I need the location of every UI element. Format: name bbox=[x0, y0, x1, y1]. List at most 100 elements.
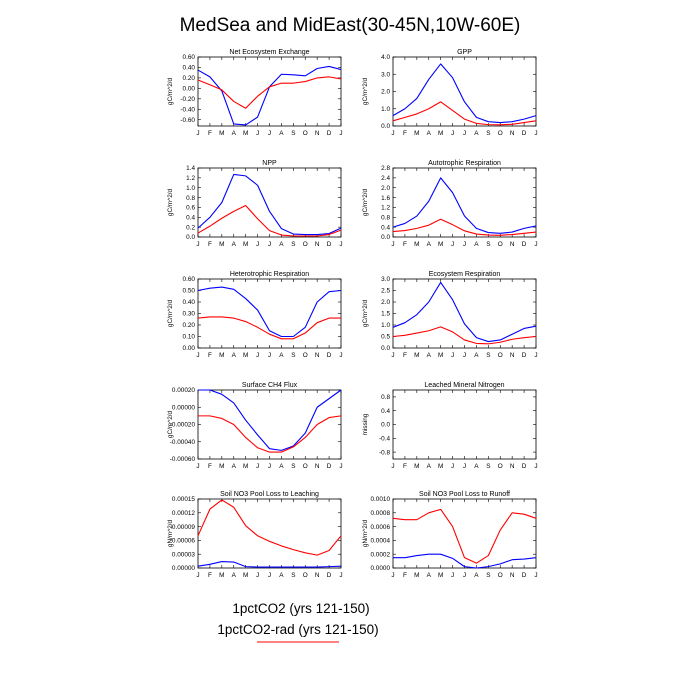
x-tick-label: F bbox=[208, 572, 212, 579]
x-tick-label: S bbox=[291, 130, 295, 137]
series-line-1pctco2 bbox=[197, 65, 342, 126]
x-tick-label: O bbox=[498, 130, 503, 137]
y-tick-label: 0.30 bbox=[183, 311, 196, 318]
x-tick-label: S bbox=[291, 241, 295, 248]
y-tick-label: 0.2 bbox=[186, 224, 195, 231]
chart-title: Soil NO3 Pool Loss to Runoff bbox=[419, 491, 510, 498]
x-tick-label: O bbox=[303, 241, 308, 248]
y-tick-label: 0.0002 bbox=[370, 551, 390, 558]
x-tick-label: J bbox=[268, 241, 271, 248]
x-tick-label: J bbox=[463, 463, 466, 470]
chart-heterotrophic-respiration: Heterotrophic Respiration 0.60 0.50 0.40 0.3… bbox=[167, 271, 343, 359]
x-tick-label: J bbox=[339, 241, 342, 248]
x-tick-label: N bbox=[510, 130, 515, 137]
y-tick-label: -0.00040 bbox=[170, 439, 196, 446]
chart-title: Surface CH4 Flux bbox=[242, 382, 298, 389]
x-tick-label: S bbox=[291, 463, 295, 470]
y-tick-label: -0.4 bbox=[379, 436, 390, 443]
chart-soil-no3-pool-loss-to-runoff: Soil NO3 Pool Loss to Runoff 0.0010 0.0008… bbox=[362, 491, 538, 579]
y-axis-label: gC/m^2/d bbox=[167, 410, 174, 438]
x-tick-label: M bbox=[243, 352, 248, 359]
x-tick-label: A bbox=[474, 352, 479, 359]
x-tick-label: J bbox=[391, 130, 394, 137]
series-line-1pctco2-rad bbox=[392, 508, 537, 564]
x-tick-label: M bbox=[414, 130, 419, 137]
x-tick-label: J bbox=[256, 241, 259, 248]
legend-label-1pctco2: 1pctCO2 (yrs 121-150) bbox=[232, 601, 369, 616]
y-tick-label: 0.0 bbox=[381, 123, 390, 130]
series-line-1pctco2 bbox=[197, 561, 342, 568]
x-tick-label: J bbox=[339, 463, 342, 470]
x-tick-label: O bbox=[303, 572, 308, 579]
y-tick-label: 0.8 bbox=[186, 195, 195, 202]
x-tick-label: J bbox=[196, 241, 199, 248]
y-tick-label: -0.00060 bbox=[170, 456, 196, 463]
x-tick-label: A bbox=[279, 463, 284, 470]
x-tick-label: O bbox=[498, 572, 503, 579]
x-tick-label: F bbox=[403, 463, 407, 470]
x-tick-label: J bbox=[451, 572, 454, 579]
y-tick-label: -0.00020 bbox=[170, 422, 196, 429]
x-tick-label: M bbox=[219, 572, 224, 579]
x-tick-label: D bbox=[327, 130, 332, 137]
y-tick-label: -0.60 bbox=[180, 117, 195, 124]
y-tick-label: 0.0006 bbox=[370, 524, 390, 531]
x-tick-label: M bbox=[438, 463, 443, 470]
x-tick-label: M bbox=[414, 241, 419, 248]
x-tick-label: M bbox=[243, 572, 248, 579]
plot-frame bbox=[197, 278, 342, 349]
y-tick-label: 0.0004 bbox=[370, 538, 390, 545]
x-tick-label: M bbox=[219, 241, 224, 248]
chart-net-ecosystem-exchange: Net Ecosystem Exchange 0.60 0.40 0.20 0.00 -0… bbox=[167, 49, 343, 137]
x-tick-label: F bbox=[208, 241, 212, 248]
y-tick-label: 1.0 bbox=[186, 185, 195, 192]
x-tick-label: J bbox=[339, 130, 342, 137]
x-tick-label: M bbox=[438, 130, 443, 137]
legend-label-1pctco2-rad: 1pctCO2-rad (yrs 121-150) bbox=[217, 622, 378, 637]
y-tick-label: 0.0008 bbox=[370, 510, 390, 517]
x-tick-label: N bbox=[315, 463, 320, 470]
panels: Net Ecosystem Exchange 0.60 0.40 0.20 0.00 -0… bbox=[167, 49, 538, 579]
x-tick-label: N bbox=[510, 572, 515, 579]
y-tick-label: 1.4 bbox=[186, 165, 195, 172]
x-tick-label: S bbox=[486, 241, 490, 248]
chart-autotrophic-respiration: Autotrophic Respiration 2.8 2.4 2.0 1.6 1.2 0.… bbox=[362, 160, 538, 248]
x-tick-label: N bbox=[510, 352, 515, 359]
y-tick-label: 2.0 bbox=[381, 185, 390, 192]
x-tick-label: D bbox=[327, 352, 332, 359]
chart-leached-mineral-nitrogen: Leached Mineral Nitrogen 0.8 0.4 0.0 -0.4 -0.… bbox=[362, 382, 538, 470]
x-tick-label: J bbox=[268, 352, 271, 359]
y-axis-label: missing bbox=[362, 413, 369, 435]
y-tick-label: 0.4 bbox=[381, 408, 390, 415]
x-tick-label: F bbox=[208, 352, 212, 359]
y-tick-label: 1.6 bbox=[381, 195, 390, 202]
x-tick-label: A bbox=[474, 463, 479, 470]
y-tick-label: 2.8 bbox=[381, 165, 390, 172]
chart-ecosystem-respiration: Ecosystem Respiration 3.0 2.5 2.0 1.5 1.0 0.5 0… bbox=[362, 271, 538, 359]
x-tick-label: J bbox=[463, 352, 466, 359]
x-tick-label: A bbox=[427, 130, 432, 137]
y-tick-label: -0.8 bbox=[379, 449, 390, 456]
y-tick-label: 2.5 bbox=[381, 288, 390, 295]
y-tick-label: 0.40 bbox=[183, 65, 196, 72]
y-tick-label: 3.0 bbox=[381, 71, 390, 78]
y-tick-label: 4.0 bbox=[381, 54, 390, 61]
x-tick-label: J bbox=[451, 463, 454, 470]
series-line-1pctco2 bbox=[392, 177, 537, 234]
x-tick-label: D bbox=[327, 463, 332, 470]
x-tick-label: J bbox=[391, 352, 394, 359]
x-tick-label: J bbox=[451, 352, 454, 359]
series-line-1pctco2-rad bbox=[392, 218, 537, 236]
plot-frame bbox=[392, 278, 537, 349]
x-tick-label: N bbox=[510, 241, 515, 248]
y-tick-label: 0.0 bbox=[381, 234, 390, 241]
x-tick-label: J bbox=[391, 463, 394, 470]
x-tick-label: N bbox=[315, 572, 320, 579]
chart-title: Soil NO3 Pool Loss to Leaching bbox=[220, 491, 319, 498]
x-tick-label: O bbox=[498, 352, 503, 359]
x-tick-label: O bbox=[303, 352, 308, 359]
x-tick-label: J bbox=[196, 463, 199, 470]
x-tick-label: D bbox=[522, 463, 527, 470]
